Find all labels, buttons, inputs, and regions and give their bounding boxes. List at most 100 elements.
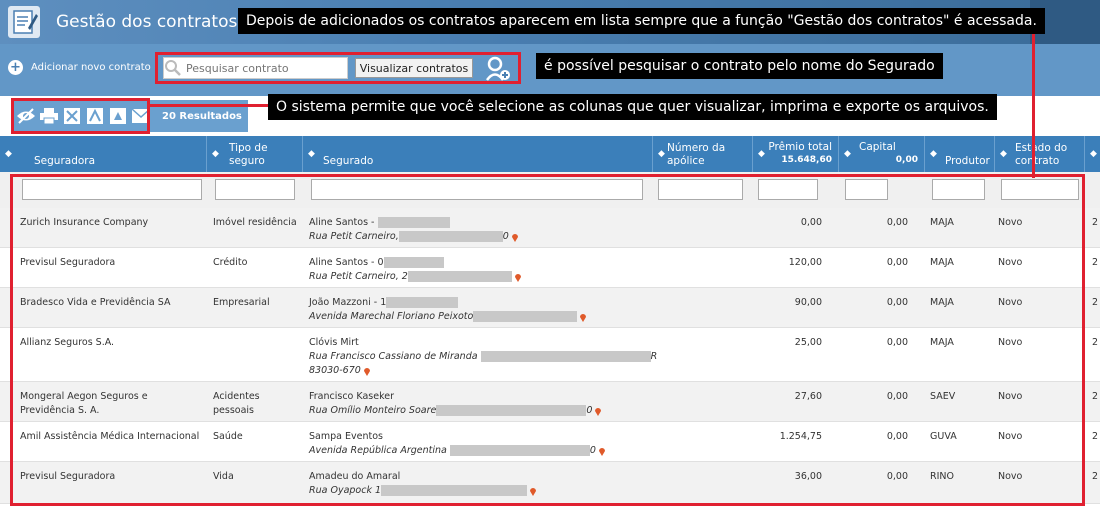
column-header-estado[interactable]: ◆ Estado do contrato: [995, 136, 1085, 172]
cell-extra: 2: [1092, 217, 1099, 228]
column-header-apolice[interactable]: ◆ Número da apólice: [653, 136, 753, 172]
search-box[interactable]: [163, 57, 348, 79]
sort-icon: ◆: [658, 149, 665, 159]
table-highlight-box: [10, 174, 1085, 506]
export-excel-icon[interactable]: [62, 106, 82, 126]
cell-capital: 0,00: [886, 391, 908, 402]
column-header-seguradora[interactable]: ◆ Seguradora: [0, 136, 207, 172]
cell-tipo: Crédito: [213, 257, 248, 268]
cell-estado: Novo: [998, 431, 1023, 442]
filter-segurado-input[interactable]: [311, 179, 643, 200]
sort-icon: ◆: [844, 149, 851, 159]
table-row[interactable]: Mongeral Aegon Seguros e Previdência S. …: [0, 382, 1100, 422]
column-header-segurado[interactable]: ◆ Segurado: [303, 136, 653, 172]
cell-produtor: SAEV: [930, 391, 956, 402]
filter-produtor-input[interactable]: [932, 179, 985, 200]
callout-search-info: é possível pesquisar o contrato pelo nom…: [536, 53, 943, 79]
redacted-block: [377, 217, 450, 228]
filter-apolice-input[interactable]: [658, 179, 743, 200]
redacted-block: [480, 351, 651, 362]
filter-capital-input[interactable]: [845, 179, 888, 200]
cell-produtor: RINO: [930, 471, 954, 482]
cell-extra: 2: [1092, 471, 1099, 482]
cell-segurado: Francisco Kaseker Rua Omílio Monteiro Soa…: [309, 390, 602, 418]
callout-connector-line: [1032, 30, 1035, 178]
print-icon[interactable]: [39, 106, 59, 126]
sort-icon: ◆: [212, 149, 219, 159]
redacted-block: [383, 257, 444, 268]
add-contract-label: Adicionar novo contrato: [31, 62, 151, 73]
sort-icon: ◆: [930, 149, 937, 159]
sort-icon: ◆: [758, 149, 765, 159]
sort-icon: ◆: [308, 149, 315, 159]
filter-seguradora-input[interactable]: [22, 179, 202, 200]
cell-seguradora: Previsul Seguradora: [20, 257, 116, 268]
column-visibility-icon[interactable]: [16, 106, 36, 126]
map-pin-icon[interactable]: [529, 486, 537, 496]
add-contract-button[interactable]: + Adicionar novo contrato: [8, 60, 151, 75]
cell-premio: 27,60: [794, 391, 822, 402]
cell-segurado: Aline Santos - Rua Petit Carneiro, 0: [309, 216, 519, 244]
cell-produtor: MAJA: [930, 257, 954, 268]
view-contracts-button[interactable]: Visualizar contratos: [355, 58, 473, 78]
advanced-search-user-icon[interactable]: [484, 55, 512, 83]
map-pin-icon[interactable]: [363, 366, 371, 376]
column-header-premio[interactable]: ◆ Prêmio total 15.648,60: [753, 136, 839, 172]
column-header-produtor[interactable]: ◆ Produtor: [925, 136, 995, 172]
cell-tipo: Saúde: [213, 431, 243, 442]
cell-tipo: Acidentes pessoais: [213, 391, 260, 416]
cell-extra: 2: [1092, 431, 1099, 442]
cell-segurado: João Mazzoni - 1 Avenida Marechal Florian…: [309, 296, 587, 324]
cell-produtor: MAJA: [930, 297, 954, 308]
export-pdf-icon[interactable]: [85, 106, 105, 126]
cell-seguradora: Previsul Seguradora: [20, 471, 116, 482]
search-icon: [165, 60, 181, 76]
search-input[interactable]: [186, 61, 346, 75]
cell-premio: 90,00: [794, 297, 822, 308]
filter-estado-input[interactable]: [1001, 179, 1079, 200]
cell-premio: 1.254,75: [779, 431, 822, 442]
cell-premio: 120,00: [788, 257, 822, 268]
table-row[interactable]: Amil Assistência Médica Internacional Sa…: [0, 422, 1100, 462]
redacted-block: [398, 231, 503, 242]
table-header: ◆ Seguradora ◆ Tipo de seguro ◆ Segurado ◆ N…: [0, 136, 1100, 172]
cell-seguradora: Zurich Insurance Company: [20, 217, 149, 228]
search-highlight-box: [155, 52, 521, 84]
callout-connector-line: [150, 104, 268, 107]
filter-tipo-input[interactable]: [215, 179, 295, 200]
table-row[interactable]: Previsul Seguradora Vida Amadeu do Amara…: [0, 462, 1100, 504]
cell-seguradora: Allianz Seguros S.A.: [20, 337, 115, 348]
cell-extra: 2: [1092, 337, 1099, 348]
map-pin-icon[interactable]: [598, 446, 606, 456]
cell-produtor: GUVA: [930, 431, 957, 442]
cell-seguradora: Bradesco Vida e Previdência SA: [20, 297, 171, 308]
table-row[interactable]: Zurich Insurance Company Imóvel residênc…: [0, 208, 1100, 248]
map-pin-icon[interactable]: [511, 232, 519, 242]
cell-extra: 2: [1092, 257, 1099, 268]
column-header-tipo[interactable]: ◆ Tipo de seguro: [207, 136, 303, 172]
sort-icon: ◆: [5, 149, 12, 159]
table-row[interactable]: Previsul Seguradora Crédito Aline Santos…: [0, 248, 1100, 288]
column-header-capital[interactable]: ◆ Capital 0,00: [839, 136, 925, 172]
callout-list-info: Depois de adicionados os contratos apare…: [238, 8, 1045, 34]
cell-segurado: Aline Santos - 0 Rua Petit Carneiro, 2: [309, 256, 522, 284]
map-pin-icon[interactable]: [579, 312, 587, 322]
redacted-block: [449, 445, 590, 456]
table-row[interactable]: Bradesco Vida e Previdência SA Empresari…: [0, 288, 1100, 328]
results-count: 20 Resultados: [162, 110, 242, 122]
cell-estado: Novo: [998, 471, 1023, 482]
cell-produtor: MAJA: [930, 337, 954, 348]
redacted-block: [407, 271, 512, 282]
cell-estado: Novo: [998, 297, 1023, 308]
sort-icon: ◆: [1090, 149, 1097, 159]
filter-premio-input[interactable]: [758, 179, 818, 200]
redacted-block: [473, 311, 578, 322]
map-pin-icon[interactable]: [594, 406, 602, 416]
table-row[interactable]: Allianz Seguros S.A. Clóvis Mirt Rua Fran…: [0, 328, 1100, 382]
cell-capital: 0,00: [886, 217, 908, 228]
map-pin-icon[interactable]: [514, 272, 522, 282]
cell-premio: 0,00: [800, 217, 822, 228]
cell-estado: Novo: [998, 337, 1023, 348]
cell-produtor: MAJA: [930, 217, 954, 228]
export-file-icon[interactable]: [108, 106, 128, 126]
